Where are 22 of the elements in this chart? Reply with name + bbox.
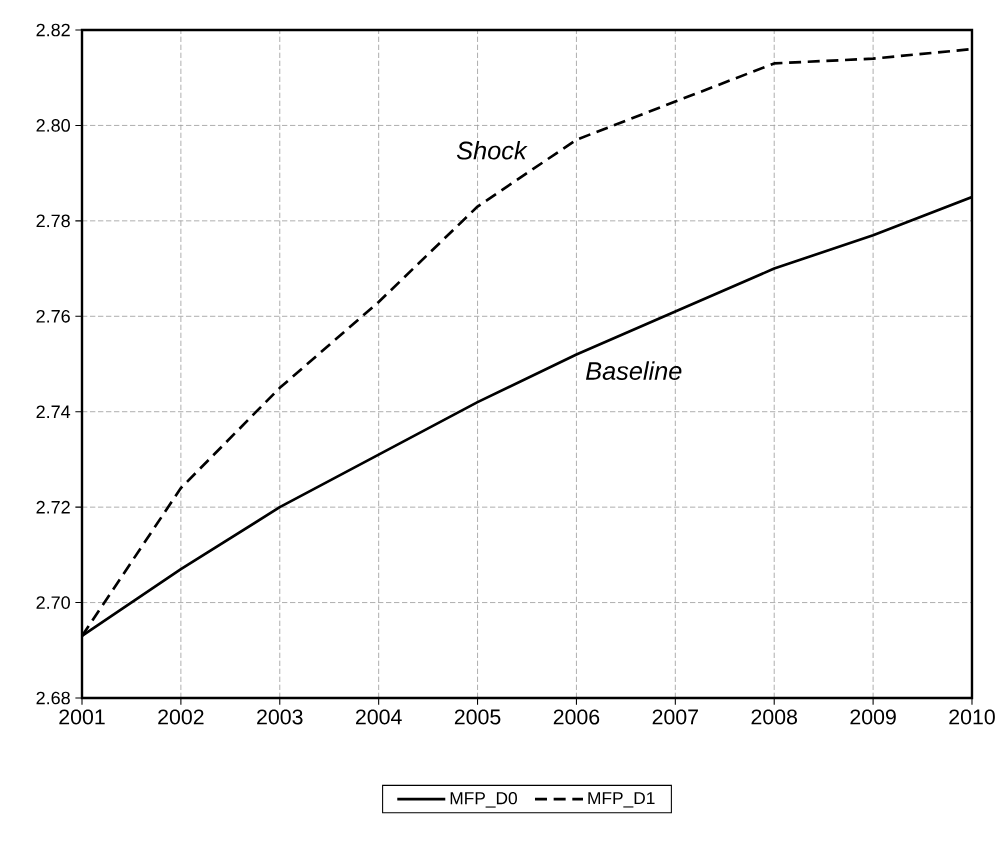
x-tick-label: 2008	[751, 709, 797, 725]
x-tick-label: 2003	[257, 709, 303, 725]
annotation: Shock	[456, 140, 528, 160]
x-tick-label: 2002	[158, 709, 204, 725]
x-tick-label: 2001	[59, 709, 105, 725]
legend-label: MFP_D1	[588, 792, 655, 808]
x-tick-label: 2010	[949, 709, 995, 725]
y-tick-label: 2.74	[36, 405, 71, 418]
x-tick-label: 2004	[356, 709, 402, 725]
y-tick-label: 2.68	[36, 691, 70, 705]
annotation: Baseline	[585, 361, 682, 380]
y-tick-label: 2.78	[36, 214, 70, 228]
y-tick-label: 2.70	[36, 596, 70, 609]
legend-label: MFP_D0	[450, 792, 517, 808]
x-tick-label: 2007	[652, 709, 698, 725]
x-tick-label: 2006	[553, 709, 600, 725]
y-tick-label: 2.82	[36, 23, 70, 37]
x-tick-label: 2009	[850, 709, 896, 725]
y-tick-label: 2.76	[36, 309, 70, 323]
y-tick-label: 2.80	[36, 119, 70, 132]
x-tick-label: 2005	[454, 709, 501, 725]
y-tick-label: 2.72	[36, 500, 70, 514]
